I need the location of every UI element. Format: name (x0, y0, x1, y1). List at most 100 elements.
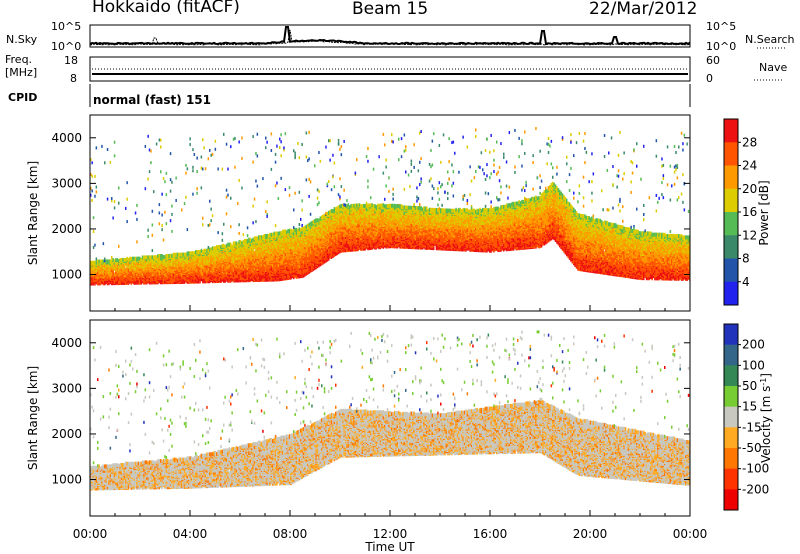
power-echo (203, 268, 205, 273)
power-echo (305, 178, 308, 182)
power-echo (223, 132, 225, 136)
power-echo (318, 242, 320, 247)
power-echo (157, 259, 159, 264)
power-echo (125, 267, 127, 272)
power-echo (162, 177, 165, 181)
power-echo (97, 267, 99, 272)
power-echo (214, 250, 217, 255)
power-echo (213, 252, 215, 257)
power-echo (260, 235, 263, 240)
power-echo (316, 250, 319, 255)
power-echo (185, 262, 187, 267)
power-echo (119, 267, 121, 272)
power-echo (210, 247, 212, 252)
power-echo (252, 221, 254, 225)
power-echo (221, 272, 224, 277)
power-echo (252, 160, 254, 164)
power-echo (314, 164, 316, 168)
power-echo (155, 265, 158, 270)
power-echo (318, 230, 320, 235)
power-echo (221, 232, 224, 236)
power-echo (113, 259, 116, 264)
power-echo (316, 218, 319, 223)
power-echo (189, 251, 191, 256)
power-echo (112, 216, 114, 220)
power-echo (196, 187, 198, 191)
power-echo (168, 253, 170, 258)
power-echo (288, 193, 291, 197)
power-echo (137, 256, 140, 261)
power-echo (118, 186, 120, 190)
power-echo (90, 193, 92, 197)
power-echo (245, 238, 247, 243)
power-echo (293, 226, 295, 230)
power-echo (256, 258, 259, 263)
power-echo (143, 255, 145, 260)
power-echo (284, 132, 287, 136)
power-echo (127, 261, 130, 266)
power-echo (176, 252, 179, 257)
power-echo (182, 278, 184, 283)
power-echo (151, 223, 154, 227)
power-echo (288, 259, 291, 264)
power-echo (206, 251, 208, 256)
power-echo (288, 228, 291, 233)
power-echo (270, 266, 273, 271)
power-echo (276, 181, 278, 185)
power-echo (270, 132, 273, 136)
power-echo (297, 265, 299, 270)
power-echo (171, 266, 173, 271)
power-echo (147, 260, 149, 265)
power-echo (277, 254, 280, 259)
power-echo (204, 248, 207, 253)
power-echo (255, 267, 257, 272)
power-echo (309, 237, 312, 242)
power-echo (143, 258, 145, 263)
power-echo (251, 260, 253, 265)
power-echo (274, 273, 277, 278)
power-echo (207, 274, 210, 279)
power-echo (193, 251, 196, 256)
power-echo (113, 206, 116, 210)
power-echo (221, 167, 224, 171)
power-echo (272, 236, 274, 241)
power-echo (234, 165, 236, 169)
power-echo (266, 244, 268, 249)
power-echo (272, 232, 274, 237)
power-echo (158, 138, 161, 142)
power-echo (270, 232, 273, 237)
power-echo (294, 246, 296, 251)
power-echo (157, 272, 159, 277)
power-echo (113, 200, 116, 204)
power-echo (319, 159, 322, 163)
power-echo (308, 245, 310, 250)
power-echo (279, 145, 281, 149)
power-echo (301, 230, 303, 235)
power-echo (169, 262, 172, 267)
power-echo (230, 196, 232, 200)
power-echo (148, 268, 151, 273)
power-echo (204, 277, 207, 282)
power-echo (190, 251, 193, 256)
power-echo (237, 202, 239, 206)
power-echo (284, 247, 287, 252)
power-echo (277, 246, 280, 251)
power-echo (255, 152, 257, 156)
power-echo (161, 228, 163, 232)
power-echo (102, 259, 105, 264)
power-echo (209, 247, 211, 252)
power-echo (179, 252, 182, 257)
power-echo (265, 234, 267, 239)
power-echo (316, 241, 319, 246)
power-echo (165, 222, 168, 226)
power-echo (126, 197, 128, 201)
power-echo (199, 264, 201, 269)
power-echo (144, 187, 147, 191)
power-echo (262, 253, 264, 258)
power-echo (113, 272, 116, 277)
power-echo (294, 227, 296, 232)
power-echo (111, 268, 113, 273)
power-echo (192, 263, 194, 268)
power-echo (90, 158, 92, 162)
power-echo (122, 258, 124, 263)
